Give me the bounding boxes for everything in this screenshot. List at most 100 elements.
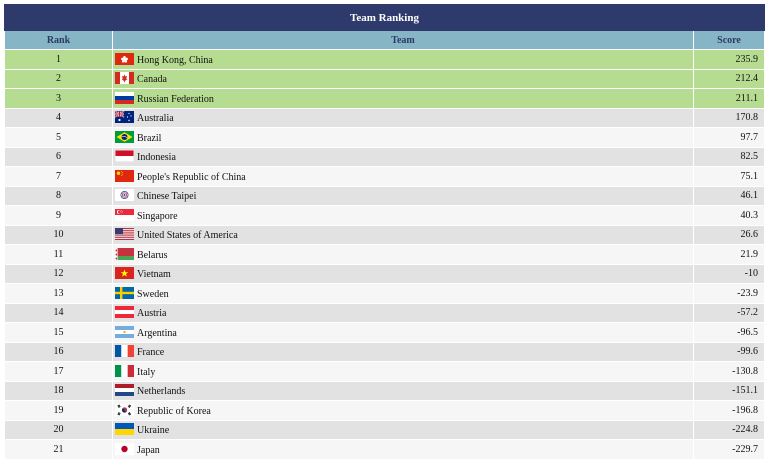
score-cell: 46.1: [693, 185, 765, 206]
table-title: Team Ranking: [4, 4, 765, 31]
table-row[interactable]: 12 Vietnam -10: [4, 263, 765, 284]
usa-flag-icon: [115, 228, 134, 241]
china-flag-icon: [115, 169, 134, 182]
team-name: France: [137, 347, 165, 359]
table-row[interactable]: 10 United States of America 26.6: [4, 224, 765, 245]
table-row[interactable]: 20 Ukraine -224.8: [4, 419, 765, 440]
canada-flag-icon: [115, 72, 134, 85]
rank-column-header[interactable]: Rank: [4, 30, 113, 50]
team-cell: Austria: [112, 302, 694, 323]
rank-cell: 20: [4, 419, 113, 440]
netherlands-flag-icon: [115, 384, 134, 397]
table-row[interactable]: 4 Australia 170.8: [4, 107, 765, 128]
team-cell: Argentina: [112, 322, 694, 343]
team-name: Ukraine: [137, 425, 170, 437]
rank-cell: 6: [4, 146, 113, 167]
team-name: Austria: [137, 308, 167, 320]
rank-cell: 5: [4, 127, 113, 148]
rank-cell: 7: [4, 166, 113, 187]
belarus-flag-icon: [115, 247, 134, 260]
rank-cell: 18: [4, 380, 113, 401]
score-cell: -23.9: [693, 283, 765, 304]
ukraine-flag-icon: [115, 423, 134, 436]
team-name: Brazil: [137, 132, 162, 144]
table-row[interactable]: 14 Austria -57.2: [4, 302, 765, 323]
rank-cell: 14: [4, 302, 113, 323]
table-row[interactable]: 16 France -99.6: [4, 341, 765, 362]
team-name: Belarus: [137, 249, 168, 261]
score-column-header[interactable]: Score: [693, 30, 765, 50]
score-cell: 75.1: [693, 166, 765, 187]
austria-flag-icon: [115, 306, 134, 319]
table-row[interactable]: 2 Canada 212.4: [4, 68, 765, 89]
indonesia-flag-icon: [115, 150, 134, 163]
score-cell: -96.5: [693, 322, 765, 343]
team-name: Argentina: [137, 327, 177, 339]
rank-cell: 17: [4, 361, 113, 382]
table-row[interactable]: 13 Sweden -23.9: [4, 283, 765, 304]
chinese-taipei-flag-icon: [115, 189, 134, 202]
team-cell: Australia: [112, 107, 694, 128]
rank-cell: 11: [4, 244, 113, 265]
team-name: Chinese Taipei: [137, 191, 197, 203]
team-name: Canada: [137, 74, 167, 86]
score-cell: -130.8: [693, 361, 765, 382]
rank-cell: 3: [4, 88, 113, 109]
table-header-row: Rank Team Score: [4, 30, 765, 50]
score-cell: -224.8: [693, 419, 765, 440]
argentina-flag-icon: [115, 325, 134, 338]
table-row[interactable]: 7 People's Republic of China 75.1: [4, 166, 765, 187]
rank-cell: 19: [4, 400, 113, 421]
team-column-header[interactable]: Team: [112, 30, 694, 50]
team-name: Italy: [137, 366, 156, 378]
table-row[interactable]: 17 Italy -130.8: [4, 361, 765, 382]
score-cell: 235.9: [693, 49, 765, 70]
table-row[interactable]: 5 Brazil 97.7: [4, 127, 765, 148]
team-cell: Sweden: [112, 283, 694, 304]
team-cell: People's Republic of China: [112, 166, 694, 187]
russia-flag-icon: [115, 91, 134, 104]
team-cell: Brazil: [112, 127, 694, 148]
table-row[interactable]: 3 Russian Federation 211.1: [4, 88, 765, 109]
score-cell: -196.8: [693, 400, 765, 421]
rank-cell: 9: [4, 205, 113, 226]
team-cell: United States of America: [112, 224, 694, 245]
score-cell: 21.9: [693, 244, 765, 265]
score-cell: -99.6: [693, 341, 765, 362]
italy-flag-icon: [115, 364, 134, 377]
team-cell: Netherlands: [112, 380, 694, 401]
rank-cell: 12: [4, 263, 113, 284]
team-cell: France: [112, 341, 694, 362]
team-cell: Vietnam: [112, 263, 694, 284]
table-row[interactable]: 8 Chinese Taipei 46.1: [4, 185, 765, 206]
ranking-panel: Team Ranking Rank Team Score 1 Hong Kong,…: [4, 4, 765, 460]
table-row[interactable]: 15 Argentina -96.5: [4, 322, 765, 343]
table-row[interactable]: 1 Hong Kong, China 235.9: [4, 49, 765, 70]
table-row[interactable]: 11 Belarus 21.9: [4, 244, 765, 265]
table-body: 1 Hong Kong, China 235.9 2 Canada 212.4 3 Russi…: [4, 49, 765, 460]
rank-cell: 8: [4, 185, 113, 206]
team-ranking-table: Team Ranking Rank Team Score 1 Hong Kong,…: [4, 4, 765, 460]
rank-cell: 1: [4, 49, 113, 70]
vietnam-flag-icon: [115, 267, 134, 280]
team-name: Australia: [137, 113, 174, 125]
table-row[interactable]: 6 Indonesia 82.5: [4, 146, 765, 167]
table-row[interactable]: 21 Japan -229.7: [4, 439, 765, 460]
table-row[interactable]: 19 Republic of Korea -196.8: [4, 400, 765, 421]
score-cell: 170.8: [693, 107, 765, 128]
team-name: Russian Federation: [137, 93, 214, 105]
table-row[interactable]: 18 Netherlands -151.1: [4, 380, 765, 401]
score-cell: -229.7: [693, 439, 765, 460]
team-cell: Republic of Korea: [112, 400, 694, 421]
brazil-flag-icon: [115, 130, 134, 143]
singapore-flag-icon: [115, 208, 134, 221]
score-cell: 97.7: [693, 127, 765, 148]
score-cell: 211.1: [693, 88, 765, 109]
score-cell: -57.2: [693, 302, 765, 323]
team-name: Netherlands: [137, 386, 186, 398]
team-name: Indonesia: [137, 152, 176, 164]
team-cell: Ukraine: [112, 419, 694, 440]
team-cell: Japan: [112, 439, 694, 460]
hong-kong-flag-icon: [115, 52, 134, 65]
table-row[interactable]: 9 Singapore 40.3: [4, 205, 765, 226]
